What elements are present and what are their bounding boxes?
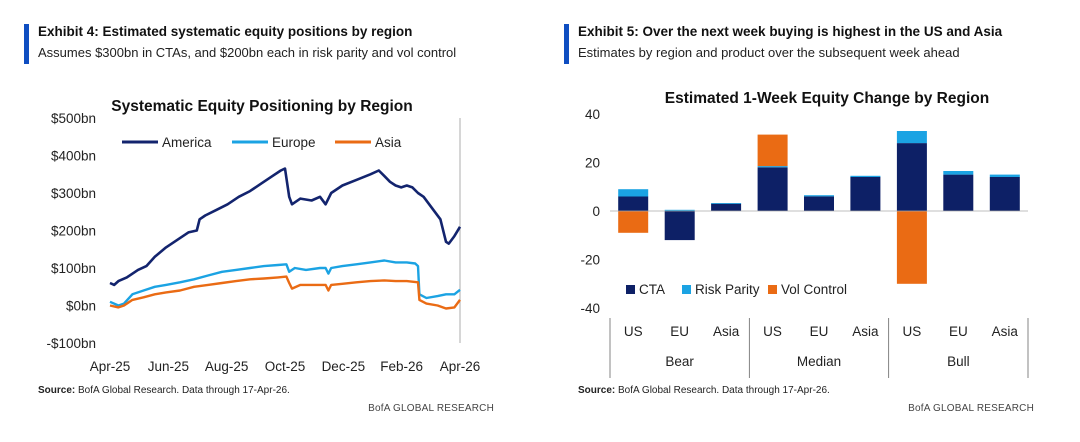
bar-category-label: US — [624, 324, 643, 339]
line-series-america — [109, 167, 462, 287]
exhibit-5: Exhibit 5: Over the next week buying is … — [540, 0, 1080, 442]
bar-category-label: EU — [810, 324, 829, 339]
bar-risk-parity — [804, 195, 834, 197]
bar-risk-parity — [989, 174, 1020, 177]
exhibit-4-source-text: BofA Global Research. Data through 17-Ap… — [75, 385, 290, 396]
bar-risk-parity — [664, 209, 695, 211]
bar-risk-parity — [896, 131, 927, 144]
bar-chart-ytick-label: -40 — [580, 301, 600, 316]
bar-risk-parity — [757, 166, 788, 168]
exhibit-5-source: Source: BofA Global Research. Data throu… — [578, 385, 830, 396]
bar-cta — [850, 177, 881, 211]
exhibit-4-source-label: Source: — [38, 385, 76, 396]
bar-category-label: Asia — [852, 324, 879, 339]
line-chart-xtick-label: Oct-25 — [265, 359, 306, 374]
bar-vol-control — [896, 211, 927, 284]
exhibit-5-source-text: BofA Global Research. Data through 17-Ap… — [615, 385, 830, 396]
exhibit-4: Exhibit 4: Estimated systematic equity p… — [24, 24, 494, 414]
bar-cta — [989, 177, 1020, 211]
bar-risk-parity — [711, 203, 742, 204]
line-chart-title: Systematic Equity Positioning by Region — [111, 98, 412, 115]
bar-cta — [757, 167, 788, 211]
bar-group-label: Bull — [947, 354, 970, 369]
bar-legend-label: CTA — [639, 282, 665, 297]
bar-category-label: Asia — [713, 324, 740, 339]
exhibit-4-source: Source: BofA Global Research. Data throu… — [38, 385, 290, 396]
line-series-europe — [109, 259, 461, 307]
bar-group-label: Bear — [665, 354, 694, 369]
bar-chart-ytick-label: 20 — [585, 156, 600, 171]
bar-cta — [618, 196, 649, 211]
bar-chart-ytick-label: 0 — [592, 204, 600, 219]
bar-chart-title: Estimated 1-Week Equity Change by Region — [665, 90, 989, 107]
bar-cta — [664, 211, 695, 241]
bar-cta — [896, 143, 927, 211]
bar-cta — [711, 203, 742, 211]
line-chart-xtick-label: Apr-25 — [90, 359, 131, 374]
exhibit-5-source-label: Source: — [578, 385, 616, 396]
line-chart-xtick-label: Dec-25 — [322, 359, 366, 374]
line-chart-xtick-label: Feb-26 — [380, 359, 423, 374]
bar-category-label: Asia — [992, 324, 1019, 339]
bar-legend-label: Risk Parity — [695, 282, 760, 297]
line-legend-label: Europe — [272, 135, 316, 150]
exhibit-4-accent-bar — [24, 24, 29, 64]
bar-legend-swatch — [768, 285, 777, 294]
bar-risk-parity — [618, 189, 649, 197]
bar-vol-control — [618, 211, 649, 233]
exhibit-5-title: Exhibit 5: Over the next week buying is … — [578, 24, 1003, 39]
line-chart-xtick-label: Jun-25 — [148, 359, 189, 374]
bar-cta — [943, 174, 974, 211]
line-legend-label: America — [162, 135, 212, 150]
line-chart-ytick-label: $0bn — [66, 299, 96, 314]
line-chart-ytick-label: -$100bn — [46, 336, 96, 351]
line-chart-ytick-label: $300bn — [51, 186, 96, 201]
bar-risk-parity — [850, 175, 881, 177]
bar-vol-control — [757, 134, 788, 167]
exhibit-5-subtitle: Estimates by region and product over the… — [578, 45, 960, 60]
bar-risk-parity — [943, 171, 974, 175]
line-series-asia — [109, 275, 461, 310]
bar-category-label: EU — [670, 324, 689, 339]
bar-chart-ytick-label: -20 — [580, 253, 600, 268]
exhibit-4-subtitle: Assumes $300bn in CTAs, and $200bn each … — [38, 45, 457, 60]
bar-group-label: Median — [797, 354, 841, 369]
exhibit-4-brand: BofA GLOBAL RESEARCH — [368, 403, 494, 414]
bar-legend-label: Vol Control — [781, 282, 847, 297]
bar-cta — [804, 196, 834, 211]
line-chart-ytick-label: $200bn — [51, 224, 96, 239]
bar-category-label: EU — [949, 324, 968, 339]
exhibit-4-title: Exhibit 4: Estimated systematic equity p… — [38, 24, 413, 39]
exhibit-5-accent-bar — [564, 24, 569, 64]
bar-legend-swatch — [682, 285, 691, 294]
bar-chart-ytick-label: 40 — [585, 107, 600, 122]
line-chart-xtick-label: Apr-26 — [440, 359, 481, 374]
bar-legend-swatch — [626, 285, 635, 294]
line-chart-xtick-label: Aug-25 — [205, 359, 249, 374]
line-chart-ytick-label: $400bn — [51, 149, 96, 164]
exhibit-5-brand: BofA GLOBAL RESEARCH — [908, 403, 1034, 414]
line-chart-ytick-label: $500bn — [51, 111, 96, 126]
bar-category-label: US — [903, 324, 922, 339]
line-chart-ytick-label: $100bn — [51, 261, 96, 276]
bar-category-label: US — [763, 324, 782, 339]
line-legend-label: Asia — [375, 135, 402, 150]
